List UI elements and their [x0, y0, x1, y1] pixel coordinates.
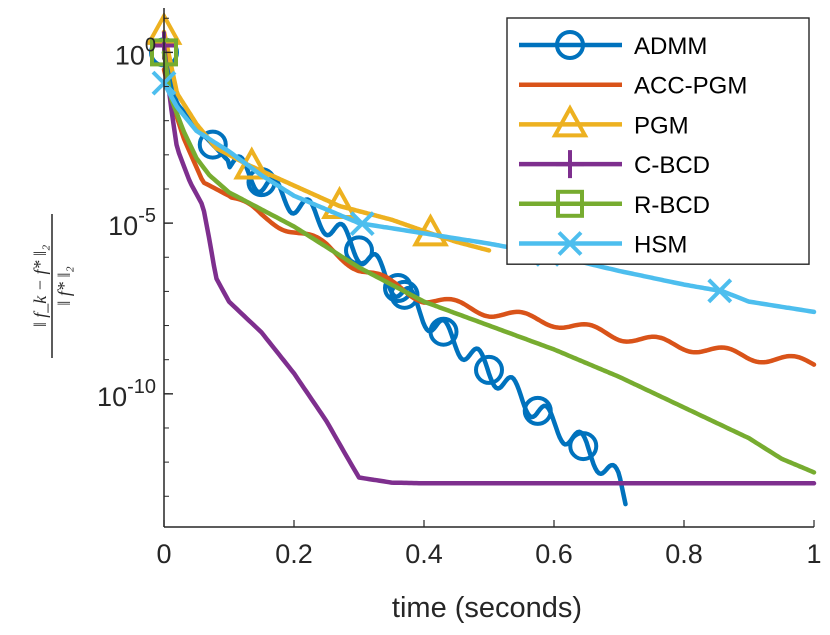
legend-label: ACC-PGM — [634, 73, 747, 100]
x-tick-label: 0.4 — [405, 539, 443, 569]
axes — [163, 8, 814, 528]
marker-hsm — [349, 211, 375, 237]
legend: ADMM ACC-PGM PGM C-BCD R-BCD HSM — [506, 17, 810, 265]
legend-marker — [551, 104, 589, 138]
legend-marker — [557, 231, 583, 256]
x-tick-label: 0.6 — [535, 539, 573, 569]
y-axis-label-numerator: ‖ f_k − f* ‖₂ — [30, 245, 50, 328]
marker-admm — [522, 395, 553, 426]
legend-label: R-BCD — [634, 192, 710, 219]
legend-label: C-BCD — [634, 152, 710, 179]
series-line-acc-pgm — [161, 67, 817, 367]
legend-entry-hsm: HSM — [519, 231, 687, 259]
legend-marker — [555, 30, 585, 60]
x-tick-label: 1 — [806, 539, 821, 569]
ticks: 0 0.2 0.4 0.6 0.8 1 100 10-5 10-10 — [97, 17, 822, 569]
legend-label: PGM — [634, 112, 689, 139]
marker-admm — [474, 354, 504, 385]
marker-admm — [568, 431, 599, 462]
x-axis-label: time (seconds) — [392, 592, 582, 624]
series-acc-pgm — [161, 67, 817, 367]
legend-entry-c-bcd: C-BCD — [519, 150, 710, 179]
marker-hsm — [707, 278, 733, 304]
legend-marker — [556, 189, 584, 218]
legend-box — [506, 17, 810, 265]
y-tick-label: 100 — [115, 34, 156, 70]
legend-entry-admm: ADMM — [519, 30, 707, 60]
y-axis-label: ‖ f_k − f* ‖₂ ‖ f* ‖₂ — [30, 214, 74, 358]
legend-entry-r-bcd: R-BCD — [519, 189, 710, 219]
legend-label: HSM — [634, 232, 687, 259]
marker-admm — [389, 279, 420, 310]
y-axis-label-denominator: ‖ f* ‖₂ — [54, 266, 74, 305]
x-tick-label: 0.2 — [275, 539, 313, 569]
legend-label: ADMM — [634, 33, 707, 60]
legend-marker — [556, 150, 584, 179]
marker-admm — [344, 235, 374, 266]
series-line-hsm — [161, 80, 817, 315]
y-tick-label: 10-5 — [108, 205, 156, 241]
y-tick-label: 10-10 — [97, 376, 156, 412]
marker-admm — [197, 129, 228, 160]
x-tick-label: 0 — [156, 539, 171, 569]
marker-admm — [428, 316, 459, 347]
series-line-c-bcd — [161, 43, 817, 486]
x-tick-label: 0.8 — [665, 539, 703, 569]
legend-entry-acc-pgm: ACC-PGM — [519, 73, 747, 100]
series-line-r-bcd — [161, 50, 817, 475]
marker-admm — [383, 272, 413, 303]
marker-pgm — [412, 213, 449, 247]
legend-entry-pgm: PGM — [519, 104, 689, 139]
